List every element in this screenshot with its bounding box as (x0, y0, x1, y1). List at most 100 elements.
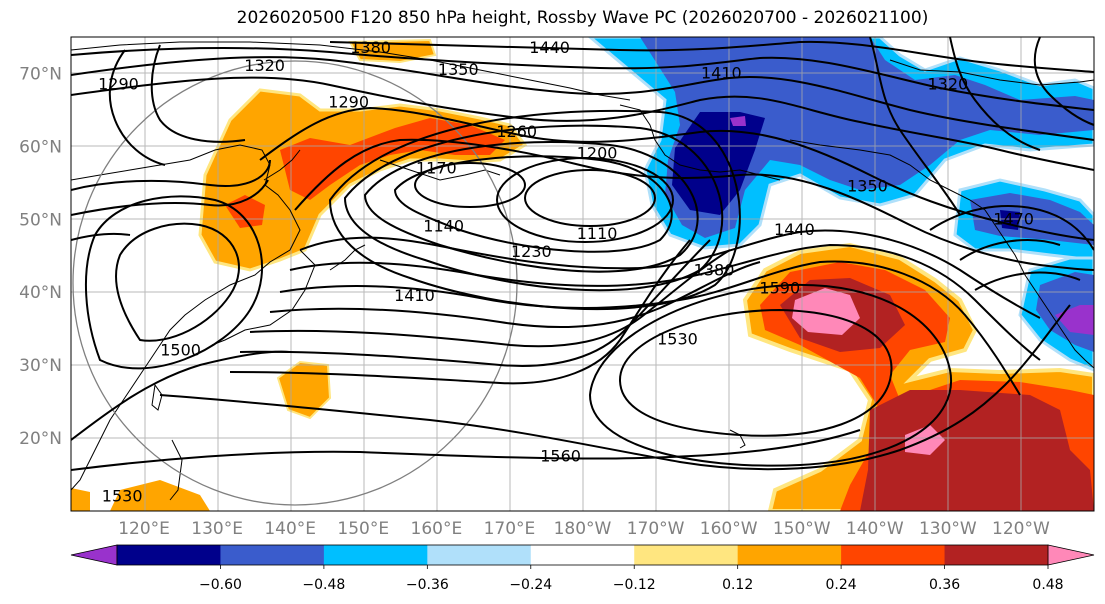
x-tick-label: 180°W (554, 519, 612, 539)
colorbar-segment (530, 545, 635, 565)
contour-line (259, 106, 1094, 241)
contour-label: 1110 (577, 224, 618, 243)
contour-label: 1350 (847, 176, 888, 195)
contour-line (150, 44, 246, 143)
colorbar-segment (737, 545, 842, 565)
contour-label: 1320 (927, 74, 968, 93)
contour-line (71, 350, 291, 441)
contour-line (71, 56, 1094, 141)
contour-label: 1410 (701, 63, 742, 82)
contour-label: 1530 (102, 486, 143, 505)
contour-line (959, 239, 1061, 261)
contour-line (949, 37, 1041, 151)
contour-line (71, 159, 271, 191)
contour-line (239, 239, 711, 367)
x-tick-label: 150°E (337, 519, 389, 539)
contour-line (108, 49, 166, 166)
contour-label: 1440 (529, 38, 570, 57)
contour-label: 1230 (511, 242, 552, 261)
chart-title: 2026020500 F120 850 hPa height, Rossby W… (236, 8, 929, 28)
contour-line (414, 162, 526, 208)
positive-anomaly-region (110, 480, 210, 511)
colorbar-frame (116, 544, 1049, 566)
y-tick-label: 70°N (19, 64, 62, 84)
contour-line (929, 205, 1094, 251)
colorbar-tick-label: 0.12 (722, 577, 753, 593)
negative-anomaly-region (672, 112, 765, 215)
y-tick-label: 20°N (19, 429, 62, 449)
y-tick-label: 40°N (19, 283, 62, 303)
contour-line (393, 155, 673, 253)
colorbar-tick-label: −0.36 (406, 577, 449, 593)
x-tick-label: 140°W (846, 519, 904, 539)
contour-line (974, 271, 1081, 291)
colorbar-segment (944, 545, 1049, 565)
contour-line (618, 308, 893, 437)
axis-labels: 120°E 130°E 140°E 150°E 160°E 170°E 180°W 170°W… (19, 64, 1050, 539)
contour-line (343, 124, 724, 292)
colorbar-segment (841, 545, 946, 565)
colorbar-tick-label: 0.48 (1032, 577, 1063, 593)
contour-label: 1140 (423, 217, 464, 236)
contour-line (588, 283, 953, 467)
contour-label: 1260 (496, 122, 537, 141)
colorbar-segment (220, 545, 325, 565)
x-tick-label: 120°W (992, 519, 1050, 539)
contour-line (328, 109, 741, 311)
contour-label: 1500 (160, 341, 201, 360)
contour-label: 1290 (98, 74, 139, 93)
negative-anomaly-region (640, 37, 1094, 238)
contour-label: 1200 (577, 144, 618, 163)
contour-line (84, 195, 264, 370)
x-tick-label: 140°E (264, 519, 316, 539)
x-tick-label: 170°E (484, 519, 536, 539)
positive-anomaly-region (860, 390, 1094, 511)
x-tick-label: 120°E (118, 519, 170, 539)
contour-line (115, 222, 240, 342)
x-tick-label: 130°E (191, 519, 243, 539)
contour-line (249, 249, 731, 348)
colorbar-tick-label: 0.24 (826, 577, 857, 593)
contour-label: 1560 (540, 446, 581, 465)
colorbar-tick-label: −0.48 (302, 577, 345, 593)
y-tick-label: 50°N (19, 210, 62, 230)
x-tick-label: 160°W (700, 519, 758, 539)
positive-anomaly-region (792, 288, 860, 335)
contour-label: 1170 (416, 158, 457, 177)
contour-line (289, 243, 1041, 361)
colorbar-extend-low (70, 544, 118, 566)
contour-label: 1350 (438, 60, 479, 79)
contour-line (71, 429, 861, 471)
contour-line (363, 141, 699, 273)
positive-anomaly-region (280, 118, 505, 200)
x-tick-label: 160°E (411, 519, 463, 539)
contour-line (269, 261, 761, 329)
contour-label: 1590 (759, 279, 800, 298)
contour-label: 1410 (394, 286, 435, 305)
y-tick-label: 30°N (19, 356, 62, 376)
contour-line (1033, 37, 1094, 126)
negative-anomaly-region (730, 116, 746, 126)
contour-line (71, 76, 1094, 171)
contour-label: 1470 (993, 209, 1034, 228)
colorbar-extend-high (1047, 544, 1095, 566)
contour-label: 1290 (328, 93, 369, 112)
colorbar-segment (323, 545, 428, 565)
map-frame (70, 36, 1095, 512)
colorbar-tick-label: 0.36 (929, 577, 960, 593)
colorbar-segment (427, 545, 532, 565)
colorbar-tick-label: −0.24 (509, 577, 552, 593)
contour-label: 1530 (657, 330, 698, 349)
contour-line (71, 179, 269, 216)
x-tick-label: 170°W (627, 519, 685, 539)
contour-label: 1440 (774, 220, 815, 239)
contour-line (329, 40, 1094, 73)
contour-line (71, 47, 1094, 111)
contour-label: 1380 (350, 38, 391, 57)
positive-anomaly-region (71, 488, 90, 511)
contour-label: 1320 (244, 56, 285, 75)
contour-line (299, 229, 1041, 319)
height-contours (71, 37, 1094, 471)
colorbar: −0.60 −0.48 −0.36 −0.24 −0.12 0.12 0.24 0.36 0.4… (70, 544, 1095, 593)
